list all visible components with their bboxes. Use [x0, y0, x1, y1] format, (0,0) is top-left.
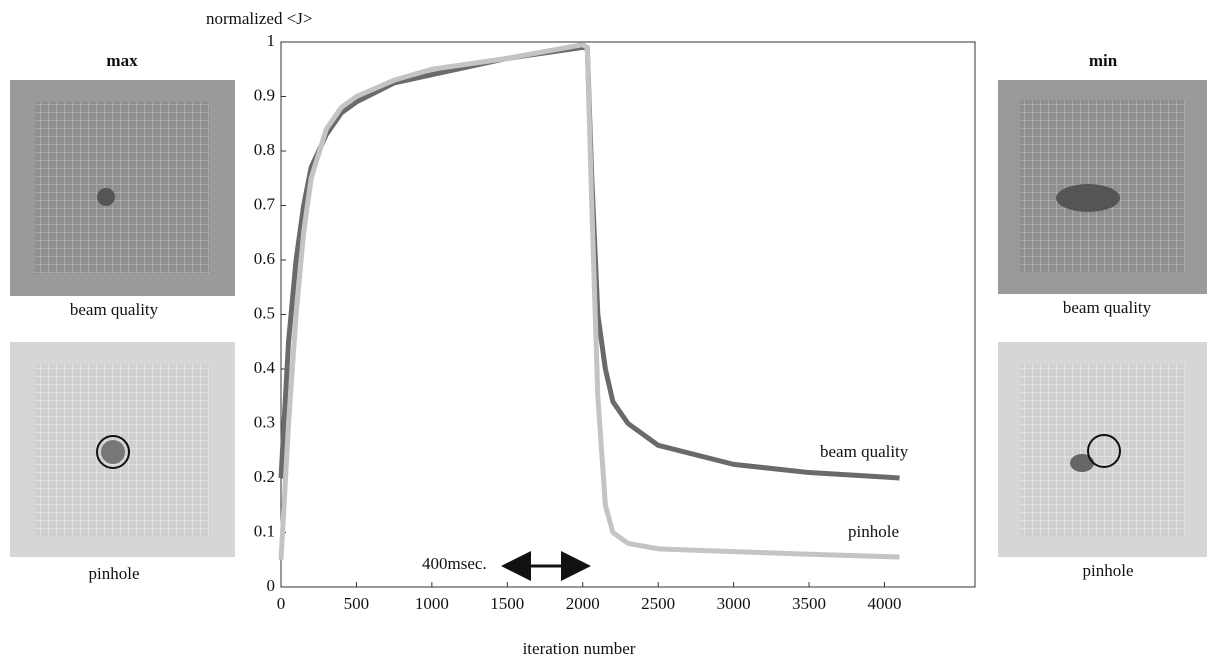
x-axis-label: iteration number — [523, 639, 636, 658]
pinhole-circle — [96, 435, 130, 469]
x-tick-label: 4000 — [867, 594, 901, 613]
y-axis-label: normalized <J> — [206, 9, 313, 28]
series-label: beam quality — [820, 442, 909, 461]
x-tick-label: 3500 — [792, 594, 826, 613]
y-tick-label: 0.6 — [254, 249, 275, 268]
y-tick-label: 0.5 — [254, 303, 275, 322]
image-detail — [1020, 364, 1185, 536]
series-line — [278, 42, 900, 560]
series-label: pinhole — [848, 522, 899, 541]
y-tick-label: 0.4 — [254, 358, 276, 377]
y-tick-label: 0.8 — [254, 140, 275, 159]
x-tick-label: 0 — [277, 594, 286, 613]
image-title: min — [1089, 51, 1118, 70]
pinhole-circle — [1087, 434, 1121, 468]
plot-frame — [280, 41, 976, 588]
x-tick-label: 500 — [344, 594, 370, 613]
y-tick-label: 0.1 — [254, 521, 275, 540]
spot — [97, 188, 115, 206]
y-tick-label: 0 — [267, 576, 276, 595]
y-tick-label: 0.2 — [254, 467, 275, 486]
spot — [1070, 454, 1094, 472]
y-tick-label: 1 — [267, 31, 276, 50]
image-title: max — [106, 51, 138, 70]
x-tick-label: 1500 — [490, 594, 524, 613]
spot — [1056, 184, 1120, 212]
x-tick-label: 2000 — [566, 594, 600, 613]
image-caption: beam quality — [70, 300, 159, 319]
spot — [101, 440, 125, 464]
image-caption: pinhole — [89, 564, 140, 583]
image-caption: beam quality — [1063, 298, 1152, 317]
y-tick-label: 0.7 — [254, 194, 276, 213]
x-tick-label: 1000 — [415, 594, 449, 613]
y-tick-label: 0.9 — [254, 85, 275, 104]
annotation: 400msec. — [422, 554, 487, 573]
image-caption: pinhole — [1083, 561, 1134, 580]
x-tick-label: 2500 — [641, 594, 675, 613]
y-tick-label: 0.3 — [254, 412, 275, 431]
x-tick-label: 3000 — [717, 594, 751, 613]
image-detail — [35, 102, 210, 274]
